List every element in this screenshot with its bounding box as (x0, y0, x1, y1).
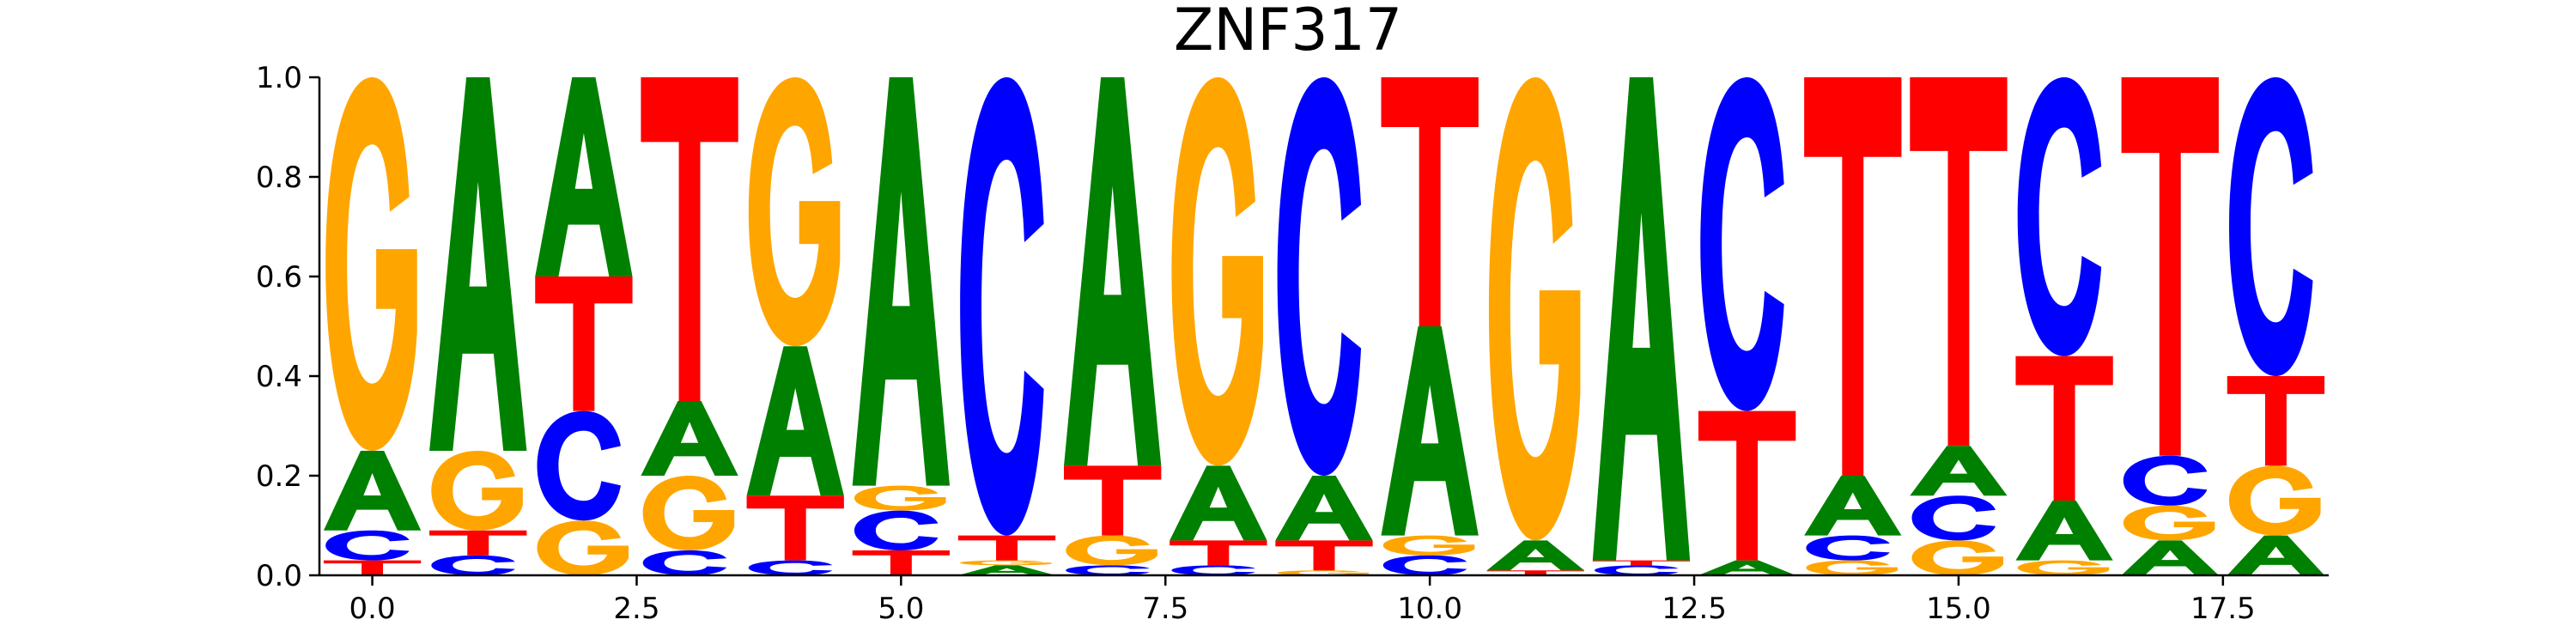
letter-A-pos-8 (1170, 465, 1267, 541)
letter-A-pos-18 (2227, 535, 2325, 575)
letter-C-pos-7 (1066, 565, 1150, 575)
letter-C-pos-10 (1382, 555, 1467, 575)
letter-C-pos-17 (2123, 455, 2208, 506)
letter-A-pos-7 (1064, 77, 1162, 466)
letter-T-pos-6 (957, 535, 1056, 561)
x-tick-label: 12.5 (1662, 592, 1727, 626)
letter-G-pos-11 (1488, 77, 1581, 541)
letter-G-pos-17 (2123, 505, 2215, 541)
letter-C-pos-5 (854, 510, 939, 550)
letter-T-pos-13 (1698, 410, 1796, 561)
letter-C-pos-12 (1595, 565, 1679, 575)
letter-T-pos-5 (852, 550, 951, 575)
letter-C-pos-2 (537, 410, 621, 521)
x-tick-label: 0.0 (349, 592, 396, 626)
letter-T-pos-4 (746, 495, 844, 561)
letter-C-pos-18 (2229, 77, 2313, 376)
y-tick-label: 0.6 (256, 260, 302, 295)
y-tick-label: 0.4 (256, 360, 302, 394)
letter-C-pos-0 (325, 530, 410, 561)
letter-A-pos-14 (1804, 476, 1902, 536)
letter-A-pos-12 (1592, 77, 1691, 561)
letter-G-pos-0 (325, 77, 417, 451)
letter-T-pos-12 (1592, 560, 1691, 566)
letter-G-pos-7 (1066, 535, 1157, 566)
letter-T-pos-11 (1486, 570, 1584, 575)
letter-T-pos-8 (1170, 540, 1267, 566)
x-tick-label: 10.0 (1397, 592, 1462, 626)
y-tick-label: 1.0 (256, 61, 302, 95)
letter-T-pos-3 (641, 77, 738, 401)
letter-C-pos-1 (431, 555, 515, 575)
letter-T-pos-10 (1381, 77, 1479, 326)
letter-G-pos-16 (2017, 560, 2110, 575)
letter-G-pos-3 (642, 476, 735, 550)
letter-G-pos-2 (537, 520, 629, 575)
letter-G-pos-6 (960, 560, 1052, 566)
letter-G-pos-1 (431, 451, 523, 531)
letter-A-pos-1 (429, 77, 527, 451)
letter-T-pos-7 (1064, 465, 1162, 536)
letter-A-pos-16 (2015, 501, 2113, 561)
letter-A-pos-11 (1486, 540, 1584, 571)
letter-A-pos-13 (1698, 560, 1796, 575)
axes: 0.0 0.2 0.4 0.6 0.8 1.0 0.0 2.5 5.0 7.5 10.0 12.5 15… (256, 61, 2329, 626)
letter-C-pos-15 (1911, 495, 1996, 541)
letter-A-pos-3 (641, 401, 738, 476)
letter-T-pos-18 (2227, 376, 2325, 466)
letter-A-pos-4 (746, 346, 844, 496)
letter-T-pos-14 (1804, 77, 1902, 476)
letter-C-pos-8 (1171, 565, 1255, 575)
letter-T-pos-15 (1910, 77, 2008, 447)
letter-C-pos-14 (1806, 535, 1890, 561)
letter-A-pos-9 (1275, 476, 1373, 541)
letter-T-pos-17 (2121, 77, 2219, 456)
x-tick-label: 2.5 (613, 592, 659, 626)
letter-G-pos-4 (748, 77, 841, 347)
letter-G-pos-15 (1911, 540, 2004, 575)
letter-G-pos-18 (2229, 465, 2321, 536)
letter-T-pos-16 (2015, 355, 2113, 501)
letter-G-pos-14 (1806, 560, 1898, 575)
letter-A-pos-0 (323, 451, 422, 531)
letter-T-pos-0 (323, 560, 422, 575)
letter-G-pos-5 (854, 485, 946, 511)
x-tick-label: 7.5 (1142, 592, 1188, 626)
letter-T-pos-2 (535, 276, 633, 411)
x-tick-label: 5.0 (878, 592, 924, 626)
letter-G-pos-10 (1382, 535, 1475, 556)
letter-A-pos-6 (957, 565, 1056, 575)
letter-C-pos-16 (2017, 77, 2102, 356)
letter-T-pos-9 (1275, 540, 1373, 571)
letter-A-pos-15 (1910, 446, 2008, 496)
letter-A-pos-10 (1381, 326, 1479, 536)
x-tick-label: 15.0 (1926, 592, 1991, 626)
letter-stacks (323, 77, 2325, 575)
letter-C-pos-9 (1277, 77, 1362, 476)
chart-title: ZNF317 (1174, 0, 1402, 64)
letter-A-pos-2 (535, 77, 633, 276)
y-tick-label: 0.8 (256, 161, 302, 195)
y-tick-label: 0.0 (256, 559, 302, 593)
y-tick-label: 0.2 (256, 459, 302, 494)
letter-T-pos-1 (429, 530, 527, 556)
letter-G-pos-8 (1171, 77, 1263, 466)
letter-A-pos-5 (852, 77, 951, 486)
letter-G-pos-9 (1277, 570, 1370, 575)
letter-C-pos-3 (642, 550, 727, 575)
letter-C-pos-6 (960, 77, 1044, 536)
letter-C-pos-13 (1700, 77, 1784, 411)
letter-A-pos-17 (2121, 540, 2219, 575)
x-tick-label: 17.5 (2190, 592, 2256, 626)
letter-C-pos-4 (748, 560, 833, 575)
